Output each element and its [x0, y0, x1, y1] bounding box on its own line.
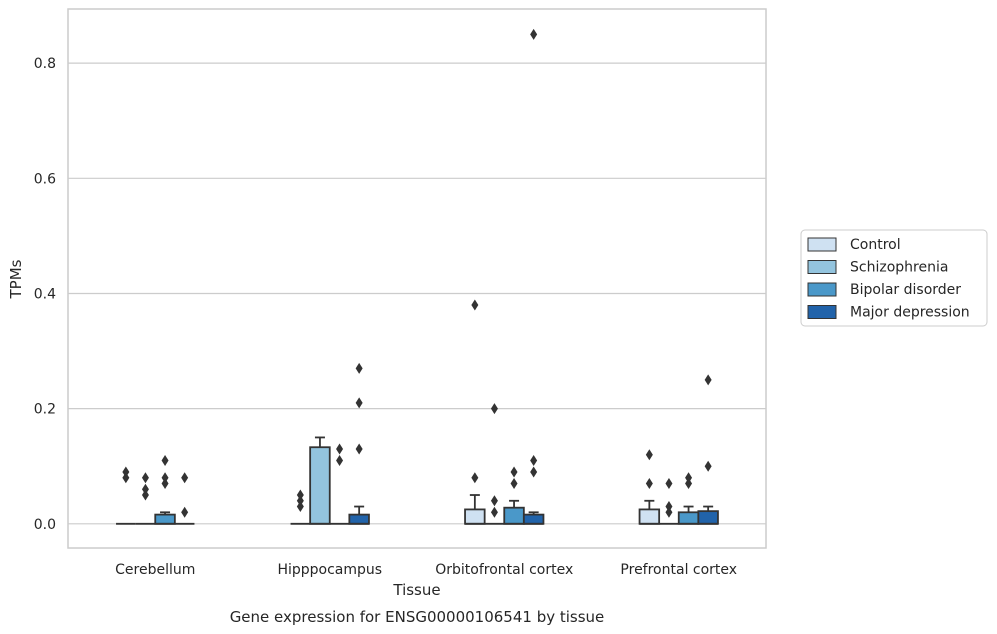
outlier-point — [355, 443, 363, 455]
box-group — [677, 472, 700, 525]
box-group — [154, 454, 176, 525]
outlier-point — [685, 478, 693, 490]
legend-label: Bipolar disorder — [850, 282, 961, 298]
outlier-point — [530, 28, 538, 40]
legend-swatch — [807, 305, 837, 319]
x-tick-labels: Cerebellum Hipppocampus Orbitofrontal cort… — [115, 562, 737, 578]
legend-swatch — [807, 237, 837, 252]
box-group — [329, 443, 350, 525]
outlier-point — [490, 506, 498, 518]
box-group — [348, 362, 370, 525]
grid-lines — [68, 62, 766, 525]
outlier-point — [122, 472, 130, 484]
outlier-point — [471, 299, 479, 311]
outlier-point — [665, 478, 673, 490]
box-group — [659, 478, 679, 525]
box-rect — [503, 506, 525, 525]
box-group — [464, 299, 486, 525]
outlier-point — [141, 483, 149, 495]
y-tick-label: 0.2 — [34, 402, 56, 418]
outlier-point — [355, 362, 363, 374]
y-tick-label: 0.0 — [34, 517, 56, 533]
outlier-point — [685, 472, 693, 484]
box-rect — [697, 510, 719, 525]
legend-frame — [800, 229, 988, 327]
y-tick-label: 0.4 — [34, 286, 56, 302]
legend-label: Control — [850, 237, 901, 253]
box-group — [174, 472, 195, 525]
outlier-point — [510, 478, 518, 490]
box-group — [135, 472, 156, 525]
outlier-point — [510, 466, 518, 478]
outlier-point — [296, 489, 304, 501]
outlier-point — [645, 449, 653, 461]
legend-swatch — [807, 282, 837, 297]
outlier-point — [355, 397, 363, 409]
y-tick-label: 0.8 — [34, 56, 56, 72]
box-rect — [677, 511, 700, 525]
box-rect — [638, 508, 661, 525]
outlier-point — [530, 454, 538, 466]
box-rect — [348, 513, 370, 525]
outlier-point — [336, 454, 344, 466]
outlier-point — [471, 472, 479, 484]
box-rect — [154, 513, 176, 525]
legend-swatch — [807, 260, 837, 274]
plot-frame — [67, 8, 767, 549]
box-group — [638, 449, 661, 525]
x-tick-label: Prefrontal cortex — [620, 562, 737, 578]
chart-caption: Gene expression for ENSG00000106541 by t… — [230, 608, 605, 626]
outlier-point — [490, 495, 498, 507]
box-group — [697, 374, 719, 525]
box-group — [290, 489, 311, 525]
outlier-point — [296, 495, 304, 507]
outlier-point — [181, 506, 189, 518]
x-axis-title: Tissue — [392, 581, 440, 599]
outlier-point — [704, 460, 712, 472]
outlier-point — [122, 466, 130, 478]
box-rect — [464, 508, 486, 525]
box-rect — [522, 513, 545, 525]
legend-label: Major depression — [850, 305, 970, 321]
outlier-point — [490, 403, 498, 415]
box-group — [503, 466, 525, 525]
outlier-point — [296, 501, 304, 513]
box-group — [484, 403, 505, 525]
legend-label: Schizophrenia — [850, 260, 948, 276]
x-tick-label: Orbitofrontal cortex — [435, 562, 573, 578]
y-tick-label: 0.6 — [34, 171, 56, 187]
y-axis-title: TPMs — [7, 259, 25, 299]
x-tick-label: Hipppocampus — [277, 562, 382, 578]
outlier-point — [161, 472, 169, 484]
outlier-point — [141, 489, 149, 501]
x-tick-label: Cerebellum — [115, 562, 195, 578]
box-group — [522, 28, 545, 525]
outlier-point — [645, 478, 653, 490]
outlier-point — [665, 506, 673, 518]
y-tick-labels: 0.0 0.2 0.4 0.6 0.8 — [34, 56, 56, 533]
box-marks — [116, 28, 719, 525]
outlier-point — [336, 443, 344, 455]
legend: Control Schizophrenia Bipolar disorder Majo… — [800, 229, 988, 327]
outlier-point — [161, 454, 169, 466]
outlier-point — [704, 374, 712, 386]
box-group — [116, 466, 136, 525]
box-group — [309, 436, 331, 525]
outlier-point — [181, 472, 189, 484]
outlier-point — [665, 501, 673, 513]
box-rect — [309, 446, 331, 525]
outlier-point — [141, 472, 149, 484]
outlier-point — [161, 478, 169, 490]
outlier-point — [530, 466, 538, 478]
